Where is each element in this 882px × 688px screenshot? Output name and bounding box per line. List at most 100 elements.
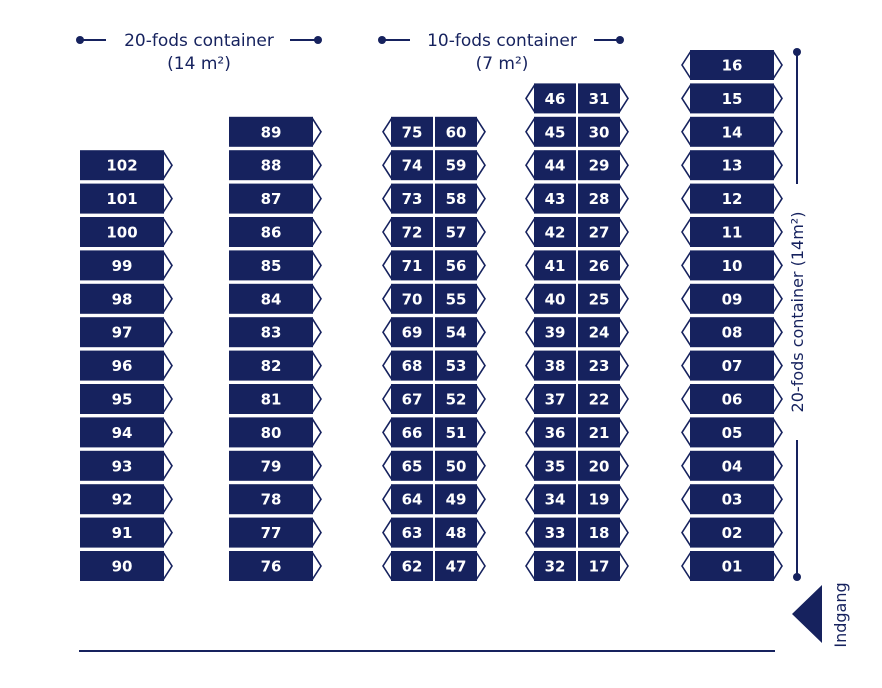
- container-unit-80[interactable]: 80: [229, 417, 322, 448]
- container-unit-39[interactable]: 39: [525, 317, 576, 348]
- container-unit-83[interactable]: 83: [229, 317, 322, 348]
- container-unit-02[interactable]: 02: [681, 517, 783, 548]
- container-unit-94[interactable]: 94: [80, 417, 173, 448]
- container-unit-66[interactable]: 66: [382, 417, 433, 448]
- container-unit-95[interactable]: 95: [80, 384, 173, 414]
- container-unit-64[interactable]: 64: [382, 484, 433, 515]
- container-unit-96[interactable]: 96: [80, 350, 173, 381]
- container-unit-45[interactable]: 45: [525, 116, 576, 147]
- container-unit-15[interactable]: 15: [681, 83, 783, 114]
- container-unit-98[interactable]: 98: [80, 283, 173, 314]
- container-unit-03[interactable]: 03: [681, 484, 783, 515]
- container-unit-12[interactable]: 12: [681, 183, 783, 214]
- container-unit-67[interactable]: 67: [382, 384, 433, 414]
- container-unit-70[interactable]: 70: [382, 283, 433, 314]
- container-unit-18[interactable]: 18: [578, 517, 629, 548]
- container-unit-65[interactable]: 65: [382, 450, 433, 481]
- container-unit-26[interactable]: 26: [578, 250, 629, 281]
- container-unit-27[interactable]: 27: [578, 217, 629, 247]
- container-unit-88[interactable]: 88: [229, 150, 322, 181]
- container-unit-100[interactable]: 100: [80, 217, 173, 247]
- container-unit-40[interactable]: 40: [525, 283, 576, 314]
- container-unit-92[interactable]: 92: [80, 484, 173, 515]
- container-unit-44[interactable]: 44: [525, 150, 576, 181]
- container-unit-16[interactable]: 16: [681, 50, 783, 80]
- container-unit-46[interactable]: 46: [525, 83, 576, 114]
- container-unit-49[interactable]: 49: [435, 484, 486, 515]
- container-unit-01[interactable]: 01: [681, 551, 783, 581]
- container-unit-30[interactable]: 30: [578, 116, 629, 147]
- container-unit-55[interactable]: 55: [435, 283, 486, 314]
- container-unit-86[interactable]: 86: [229, 217, 322, 247]
- container-unit-21[interactable]: 21: [578, 417, 629, 448]
- container-unit-84[interactable]: 84: [229, 283, 322, 314]
- container-unit-58[interactable]: 58: [435, 183, 486, 214]
- container-unit-101[interactable]: 101: [80, 183, 173, 214]
- container-unit-19[interactable]: 19: [578, 484, 629, 515]
- container-unit-82[interactable]: 82: [229, 350, 322, 381]
- container-unit-33[interactable]: 33: [525, 517, 576, 548]
- container-unit-48[interactable]: 48: [435, 517, 486, 548]
- container-unit-74[interactable]: 74: [382, 150, 433, 181]
- container-unit-23[interactable]: 23: [578, 350, 629, 381]
- container-unit-06[interactable]: 06: [681, 384, 783, 414]
- container-unit-91[interactable]: 91: [80, 517, 173, 548]
- container-unit-04[interactable]: 04: [681, 450, 783, 481]
- container-unit-102[interactable]: 102: [80, 150, 173, 181]
- container-unit-22[interactable]: 22: [578, 384, 629, 414]
- container-unit-90[interactable]: 90: [80, 551, 173, 581]
- container-unit-72[interactable]: 72: [382, 217, 433, 247]
- container-unit-56[interactable]: 56: [435, 250, 486, 281]
- container-unit-32[interactable]: 32: [525, 551, 576, 581]
- container-unit-29[interactable]: 29: [578, 150, 629, 181]
- container-unit-76[interactable]: 76: [229, 551, 322, 581]
- container-unit-24[interactable]: 24: [578, 317, 629, 348]
- container-unit-05[interactable]: 05: [681, 417, 783, 448]
- container-unit-10[interactable]: 10: [681, 250, 783, 281]
- container-unit-37[interactable]: 37: [525, 384, 576, 414]
- container-unit-85[interactable]: 85: [229, 250, 322, 281]
- container-unit-97[interactable]: 97: [80, 317, 173, 348]
- container-unit-52[interactable]: 52: [435, 384, 486, 414]
- container-unit-20[interactable]: 20: [578, 450, 629, 481]
- container-unit-31[interactable]: 31: [578, 83, 629, 114]
- container-unit-81[interactable]: 81: [229, 384, 322, 414]
- container-unit-54[interactable]: 54: [435, 317, 486, 348]
- container-unit-99[interactable]: 99: [80, 250, 173, 281]
- container-unit-63[interactable]: 63: [382, 517, 433, 548]
- container-unit-53[interactable]: 53: [435, 350, 486, 381]
- container-unit-08[interactable]: 08: [681, 317, 783, 348]
- container-unit-07[interactable]: 07: [681, 350, 783, 381]
- container-unit-71[interactable]: 71: [382, 250, 433, 281]
- container-unit-75[interactable]: 75: [382, 116, 433, 147]
- container-unit-68[interactable]: 68: [382, 350, 433, 381]
- container-unit-51[interactable]: 51: [435, 417, 486, 448]
- container-unit-14[interactable]: 14: [681, 116, 783, 147]
- container-unit-43[interactable]: 43: [525, 183, 576, 214]
- container-unit-35[interactable]: 35: [525, 450, 576, 481]
- container-unit-77[interactable]: 77: [229, 517, 322, 548]
- container-unit-42[interactable]: 42: [525, 217, 576, 247]
- container-unit-17[interactable]: 17: [578, 551, 629, 581]
- container-unit-69[interactable]: 69: [382, 317, 433, 348]
- container-unit-59[interactable]: 59: [435, 150, 486, 181]
- container-unit-09[interactable]: 09: [681, 283, 783, 314]
- container-unit-34[interactable]: 34: [525, 484, 576, 515]
- container-unit-73[interactable]: 73: [382, 183, 433, 214]
- container-unit-11[interactable]: 11: [681, 217, 783, 247]
- container-unit-41[interactable]: 41: [525, 250, 576, 281]
- container-unit-50[interactable]: 50: [435, 450, 486, 481]
- container-unit-60[interactable]: 60: [435, 116, 486, 147]
- container-unit-78[interactable]: 78: [229, 484, 322, 515]
- container-unit-36[interactable]: 36: [525, 417, 576, 448]
- container-unit-47[interactable]: 47: [435, 551, 486, 581]
- container-unit-87[interactable]: 87: [229, 183, 322, 214]
- container-unit-28[interactable]: 28: [578, 183, 629, 214]
- container-unit-25[interactable]: 25: [578, 283, 629, 314]
- container-unit-93[interactable]: 93: [80, 450, 173, 481]
- container-unit-62[interactable]: 62: [382, 551, 433, 581]
- container-unit-57[interactable]: 57: [435, 217, 486, 247]
- container-unit-13[interactable]: 13: [681, 150, 783, 181]
- container-unit-38[interactable]: 38: [525, 350, 576, 381]
- container-unit-89[interactable]: 89: [229, 116, 322, 147]
